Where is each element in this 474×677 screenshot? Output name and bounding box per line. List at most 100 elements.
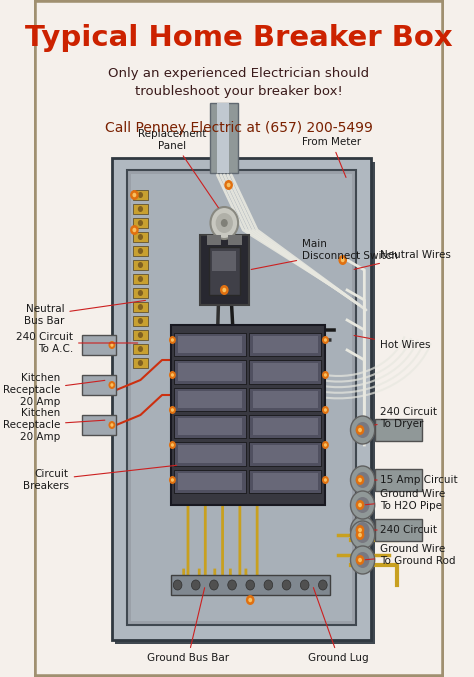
Bar [253,391,318,408]
Bar [174,333,246,356]
Text: Neutral Wires: Neutral Wires [354,250,451,269]
Circle shape [356,522,370,538]
Circle shape [221,219,228,227]
Bar [178,445,243,462]
Circle shape [264,580,273,590]
Bar [375,469,422,491]
Circle shape [222,288,226,292]
Circle shape [301,580,309,590]
Circle shape [132,227,137,232]
Circle shape [324,408,327,412]
Circle shape [171,443,174,447]
Bar [171,575,330,595]
Bar [249,388,321,411]
Text: Replacement
Panel: Replacement Panel [138,129,219,208]
Bar [174,415,246,438]
Text: Typical Home Breaker Box: Typical Home Breaker Box [25,24,453,52]
Circle shape [110,343,113,347]
Bar [174,360,246,384]
Circle shape [110,383,113,387]
Circle shape [358,558,362,563]
Circle shape [358,503,362,507]
Bar [178,391,243,408]
Bar [174,470,246,493]
Circle shape [358,533,362,538]
Text: Ground Bus Bar: Ground Bus Bar [147,588,229,663]
Bar [133,190,148,200]
Text: Neutral
Bus Bar: Neutral Bus Bar [24,301,146,326]
Circle shape [173,580,182,590]
Circle shape [356,425,365,435]
Circle shape [169,406,176,414]
Circle shape [356,525,365,535]
Bar [178,418,243,435]
Circle shape [210,580,218,590]
Circle shape [350,416,375,444]
Bar [133,316,148,326]
Circle shape [169,336,176,344]
Bar [375,519,422,541]
Bar [115,162,375,644]
Circle shape [138,318,143,324]
Circle shape [110,423,113,427]
Circle shape [138,332,143,338]
Circle shape [109,341,115,349]
Circle shape [356,422,370,438]
Circle shape [138,290,143,296]
Text: Kitchen
Receptacle
20 Amp: Kitchen Receptacle 20 Amp [3,374,105,407]
Bar [249,333,321,356]
Bar [131,174,352,621]
Circle shape [220,285,228,295]
Circle shape [138,304,143,310]
Circle shape [171,373,174,377]
Bar [133,302,148,312]
Circle shape [132,193,137,197]
Circle shape [191,580,200,590]
Circle shape [169,476,176,484]
Circle shape [324,478,327,482]
Bar [133,344,148,354]
Circle shape [138,360,143,366]
Circle shape [248,598,252,603]
Circle shape [169,441,176,449]
Text: Ground Wire
To Ground Rod: Ground Wire To Ground Rod [365,544,456,566]
Bar [210,103,238,173]
Bar [82,375,116,395]
Bar [207,235,221,245]
Bar [133,288,148,298]
Circle shape [324,443,327,447]
Circle shape [350,546,375,574]
Bar [171,325,326,505]
Circle shape [356,552,370,568]
Text: 240 Circuit
To A.C.: 240 Circuit To A.C. [16,332,137,354]
Bar [375,419,422,441]
Circle shape [356,475,365,485]
Bar [82,415,116,435]
Bar [209,247,240,295]
Bar [128,170,356,625]
Circle shape [358,428,362,432]
Bar [253,445,318,462]
Circle shape [322,406,329,414]
Circle shape [350,516,375,544]
Circle shape [130,225,139,235]
Circle shape [322,371,329,379]
Bar [174,442,246,466]
Text: Kitchen
Receptacle
20 Amp: Kitchen Receptacle 20 Amp [3,408,105,441]
Text: 240 Circuit: 240 Circuit [375,525,437,535]
Circle shape [322,336,329,344]
Text: From Meter: From Meter [302,137,361,177]
Bar [249,415,321,438]
Circle shape [228,580,237,590]
Bar [133,274,148,284]
Bar [133,260,148,270]
Bar [249,442,321,466]
Circle shape [171,408,174,412]
Text: Ground Wire
To H2O Pipe: Ground Wire To H2O Pipe [365,489,445,511]
Circle shape [358,528,362,532]
Circle shape [356,555,365,565]
Circle shape [138,262,143,268]
Circle shape [350,491,375,519]
Bar [82,335,116,355]
Bar [253,336,318,353]
